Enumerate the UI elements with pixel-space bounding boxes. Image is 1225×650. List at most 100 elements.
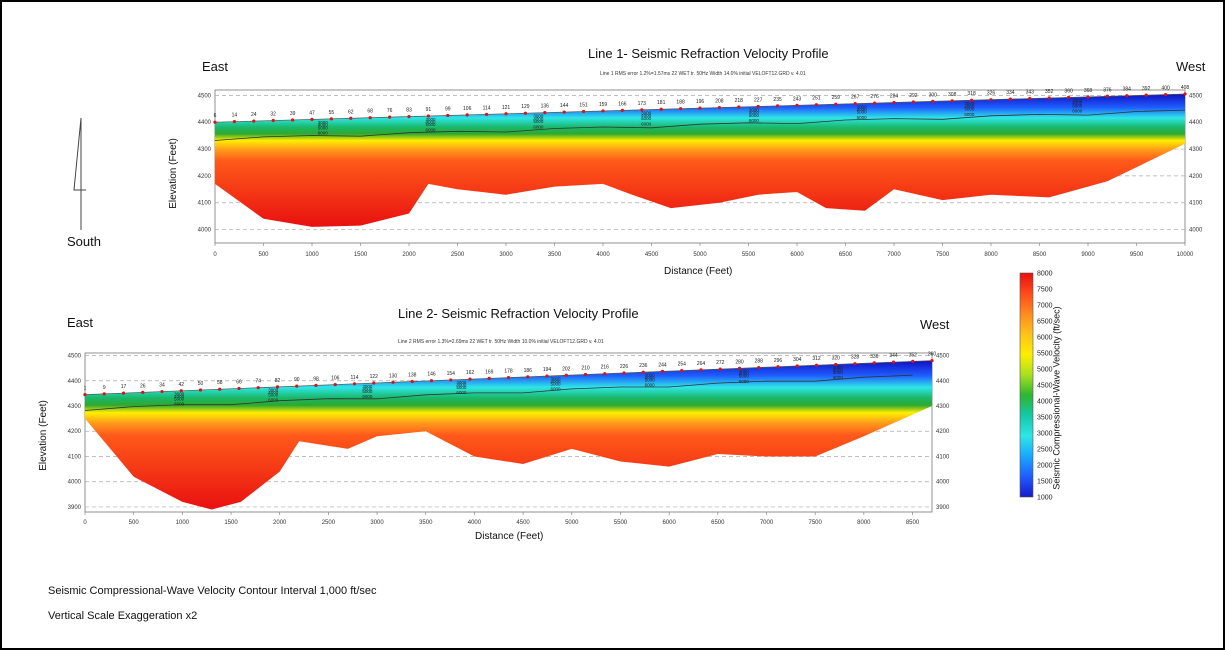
station-label: 384 bbox=[1123, 87, 1132, 93]
station-marker bbox=[485, 112, 489, 116]
contour-label: 5000 bbox=[456, 385, 467, 390]
station-marker bbox=[989, 98, 993, 102]
y-tick-label-right: 4400 bbox=[1189, 120, 1203, 126]
x-tick-label: 5500 bbox=[742, 252, 756, 258]
station-marker bbox=[329, 117, 333, 121]
contour-label: 5000 bbox=[857, 110, 868, 115]
contour-label: 5000 bbox=[551, 381, 562, 386]
station-label: 284 bbox=[890, 93, 899, 99]
contour-label: 5000 bbox=[426, 122, 437, 127]
colorbar-tick-label: 1000 bbox=[1037, 495, 1053, 502]
contour-label: 5000 bbox=[641, 116, 652, 121]
contour-label: 6000 bbox=[551, 386, 562, 391]
contour-label: 4000 bbox=[857, 107, 868, 112]
station-label: 400 bbox=[1161, 86, 1170, 92]
station-marker bbox=[757, 365, 761, 370]
station-label: 202 bbox=[562, 366, 571, 372]
station-marker bbox=[368, 116, 372, 120]
contour-label: 3000 bbox=[318, 120, 329, 125]
y-tick-label: 4100 bbox=[68, 454, 82, 460]
station-label: 146 bbox=[427, 372, 436, 378]
station-marker bbox=[526, 375, 530, 379]
x-tick-label: 8000 bbox=[984, 252, 998, 258]
station-marker bbox=[543, 111, 547, 115]
x-tick-label: 4500 bbox=[645, 252, 659, 258]
station-label: 68 bbox=[367, 109, 373, 115]
contour-label: 4000 bbox=[645, 375, 656, 380]
station-marker bbox=[641, 370, 645, 374]
station-marker bbox=[465, 113, 469, 117]
contour-label: 6000 bbox=[833, 375, 844, 380]
y-tick-label: 4200 bbox=[68, 429, 82, 435]
x-tick-label: 4000 bbox=[596, 252, 610, 258]
x-tick-label: 5500 bbox=[614, 520, 628, 526]
station-marker bbox=[1028, 96, 1032, 101]
line2-subtitle: Line 2 RMS error 1.3%=2.69ms 22 WET tr. … bbox=[398, 339, 604, 345]
station-label: 114 bbox=[351, 375, 359, 381]
colorbar-tick-label: 4500 bbox=[1037, 383, 1053, 390]
station-label: 62 bbox=[348, 109, 354, 115]
colorbar-tick-label: 3500 bbox=[1037, 415, 1053, 422]
x-tick-label: 2500 bbox=[322, 520, 336, 526]
station-label: 296 bbox=[774, 358, 783, 364]
station-marker bbox=[218, 387, 222, 391]
station-marker bbox=[853, 102, 857, 106]
station-marker bbox=[950, 99, 954, 103]
colorbar-tick-label: 5500 bbox=[1037, 351, 1053, 358]
station-marker bbox=[680, 369, 684, 373]
station-marker bbox=[891, 360, 896, 364]
x-tick-label: 5000 bbox=[565, 520, 579, 526]
station-marker bbox=[468, 377, 472, 381]
station-marker bbox=[698, 106, 702, 110]
x-tick-label: 7000 bbox=[887, 252, 901, 258]
station-marker bbox=[504, 112, 508, 116]
station-marker bbox=[372, 381, 376, 385]
station-label: 272 bbox=[716, 360, 725, 366]
y-tick-label: 4500 bbox=[68, 354, 82, 360]
contour-label: 3000 bbox=[174, 391, 185, 396]
station-marker bbox=[795, 103, 799, 107]
station-label: 334 bbox=[1006, 90, 1015, 96]
y-tick-label: 4400 bbox=[198, 120, 212, 126]
station-label: 259 bbox=[832, 95, 841, 101]
station-marker bbox=[213, 120, 217, 124]
station-marker bbox=[310, 117, 314, 121]
line1-west-label: West bbox=[1176, 59, 1206, 74]
station-label: 360 bbox=[1064, 88, 1073, 94]
y-tick-label: 4400 bbox=[68, 379, 82, 385]
station-label: 76 bbox=[387, 108, 393, 114]
station-label: 304 bbox=[793, 357, 802, 363]
station-label: 90 bbox=[294, 377, 300, 383]
station-label: 162 bbox=[466, 370, 475, 376]
station-marker bbox=[506, 376, 511, 380]
station-label: 32 bbox=[270, 112, 276, 118]
contour-label: 3000 bbox=[426, 117, 437, 122]
contour-label: 5000 bbox=[1072, 103, 1083, 108]
station-label: 50 bbox=[198, 381, 204, 387]
contour-label: 3000 bbox=[268, 388, 279, 393]
contour-label: 3000 bbox=[641, 111, 652, 116]
station-marker bbox=[640, 108, 644, 112]
station-label: 288 bbox=[755, 359, 764, 365]
station-label: 1 bbox=[84, 386, 87, 392]
contour-label: 4000 bbox=[426, 119, 437, 124]
station-marker bbox=[911, 359, 915, 363]
y-tick-label-right: 4200 bbox=[936, 429, 950, 435]
station-marker bbox=[314, 383, 318, 387]
y-tick-label-right: 4200 bbox=[1189, 174, 1203, 180]
line2-east-label: East bbox=[67, 315, 94, 330]
contour-label: 5000 bbox=[318, 125, 329, 130]
station-marker bbox=[1144, 93, 1148, 97]
station-label: 292 bbox=[909, 93, 918, 99]
line2-west-label: West bbox=[920, 317, 950, 332]
x-tick-label: 3500 bbox=[419, 520, 433, 526]
station-label: 14 bbox=[232, 113, 238, 119]
y-tick-label-right: 4000 bbox=[936, 480, 950, 486]
colorbar-tick-label: 3000 bbox=[1037, 431, 1053, 438]
station-marker bbox=[659, 107, 663, 111]
station-marker bbox=[718, 367, 722, 371]
contour-label: 4000 bbox=[833, 367, 844, 372]
x-tick-label: 6500 bbox=[711, 520, 725, 526]
station-label: 136 bbox=[541, 104, 550, 110]
